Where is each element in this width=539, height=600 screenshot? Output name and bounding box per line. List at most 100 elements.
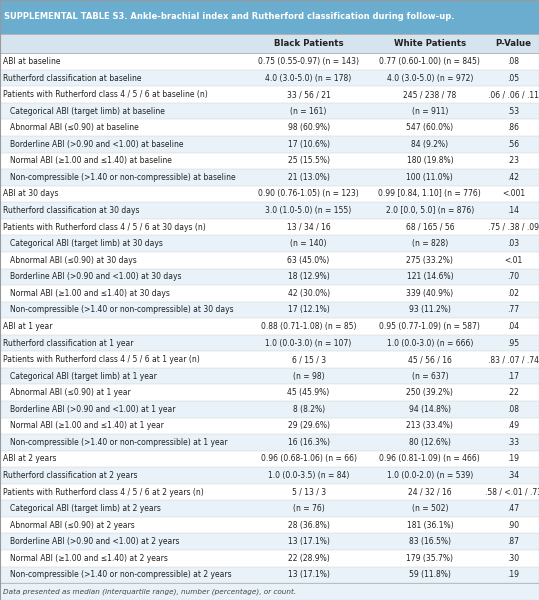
Bar (0, 517, 539, 533)
Text: .30: .30 (507, 554, 520, 563)
Text: .47: .47 (507, 504, 520, 513)
Text: 13 (17.1%): 13 (17.1%) (288, 571, 329, 580)
Text: .87: .87 (507, 537, 520, 546)
Text: 16 (16.3%): 16 (16.3%) (288, 438, 329, 447)
Text: 181 (36.1%): 181 (36.1%) (406, 521, 453, 530)
Text: Abnormal ABI (≤0.90) at 1 year: Abnormal ABI (≤0.90) at 1 year (10, 388, 130, 397)
Text: 180 (19.8%): 180 (19.8%) (406, 157, 453, 166)
Text: 213 (33.4%): 213 (33.4%) (406, 421, 453, 430)
Bar (0, 252, 539, 269)
Text: .83 / .07 / .74: .83 / .07 / .74 (488, 355, 539, 364)
Text: (n = 911): (n = 911) (412, 107, 448, 116)
Bar (0, 368, 539, 385)
Text: .58 / <.01 / .73: .58 / <.01 / .73 (485, 488, 539, 497)
Text: 339 (40.9%): 339 (40.9%) (406, 289, 453, 298)
Text: 33 / 56 / 21: 33 / 56 / 21 (287, 90, 330, 99)
Text: Patients with Rutherford class 4 / 5 / 6 at 30 days (n): Patients with Rutherford class 4 / 5 / 6… (3, 223, 206, 232)
Text: (n = 161): (n = 161) (291, 107, 327, 116)
Text: Categorical ABI (target limb) at 2 years: Categorical ABI (target limb) at 2 years (10, 504, 161, 513)
Text: Non-compressible (>1.40 or non-compressible) at 1 year: Non-compressible (>1.40 or non-compressi… (10, 438, 227, 447)
Text: 45 / 56 / 16: 45 / 56 / 16 (408, 355, 452, 364)
Text: 1.0 (0.0-3.0) (n = 107): 1.0 (0.0-3.0) (n = 107) (265, 338, 352, 347)
Text: .53: .53 (507, 107, 520, 116)
Text: .05: .05 (507, 74, 520, 83)
Bar (0, 500, 539, 517)
Text: (n = 502): (n = 502) (412, 504, 448, 513)
Text: Normal ABI (≥1.00 and ≤1.40) at 1 year: Normal ABI (≥1.00 and ≤1.40) at 1 year (10, 421, 163, 430)
Text: .86: .86 (507, 123, 520, 132)
Bar (0, 351, 539, 368)
Text: Rutherford classification at 30 days: Rutherford classification at 30 days (3, 206, 140, 215)
Text: White Patients: White Patients (394, 39, 466, 48)
Text: Rutherford classification at 1 year: Rutherford classification at 1 year (3, 338, 134, 347)
Bar (0, 0, 539, 34)
Bar (0, 86, 539, 103)
Text: Normal ABI (≥1.00 and ≤1.40) at 2 years: Normal ABI (≥1.00 and ≤1.40) at 2 years (10, 554, 168, 563)
Bar (0, 152, 539, 169)
Text: 1.0 (0.0-2.0) (n = 539): 1.0 (0.0-2.0) (n = 539) (386, 471, 473, 480)
Text: .77: .77 (507, 305, 520, 314)
Bar (0, 484, 539, 500)
Text: .56: .56 (507, 140, 520, 149)
Text: 22 (28.9%): 22 (28.9%) (288, 554, 329, 563)
Text: 275 (33.2%): 275 (33.2%) (406, 256, 453, 265)
Bar (0, 583, 539, 600)
Text: 2.0 [0.0, 5.0] (n = 876): 2.0 [0.0, 5.0] (n = 876) (386, 206, 474, 215)
Bar (0, 318, 539, 335)
Text: 547 (60.0%): 547 (60.0%) (406, 123, 453, 132)
Text: Categorical ABI (target limb) at 1 year: Categorical ABI (target limb) at 1 year (10, 371, 156, 380)
Bar (0, 186, 539, 202)
Text: .03: .03 (507, 239, 520, 248)
Text: 250 (39.2%): 250 (39.2%) (406, 388, 453, 397)
Bar (0, 169, 539, 186)
Text: Borderline ABI (>0.90 and <1.00) at 30 days: Borderline ABI (>0.90 and <1.00) at 30 d… (10, 272, 181, 281)
Bar (0, 34, 539, 53)
Bar (0, 385, 539, 401)
Text: Categorical ABI (target limb) at baseline: Categorical ABI (target limb) at baselin… (10, 107, 164, 116)
Text: .19: .19 (507, 454, 520, 463)
Text: Non-compressible (>1.40 or non-compressible) at 30 days: Non-compressible (>1.40 or non-compressi… (10, 305, 233, 314)
Text: 0.75 (0.55-0.97) (n = 143): 0.75 (0.55-0.97) (n = 143) (258, 57, 359, 66)
Text: .33: .33 (507, 438, 520, 447)
Text: ABI at 2 years: ABI at 2 years (3, 454, 57, 463)
Text: Patients with Rutherford class 4 / 5 / 6 at baseline (n): Patients with Rutherford class 4 / 5 / 6… (3, 90, 208, 99)
Text: ABI at 1 year: ABI at 1 year (3, 322, 53, 331)
Text: 21 (13.0%): 21 (13.0%) (288, 173, 329, 182)
Text: 0.95 (0.77-1.09) (n = 587): 0.95 (0.77-1.09) (n = 587) (379, 322, 480, 331)
Text: Black Patients: Black Patients (274, 39, 343, 48)
Text: 94 (14.8%): 94 (14.8%) (409, 405, 451, 414)
Text: .06 / .06 / .11: .06 / .06 / .11 (488, 90, 539, 99)
Text: Borderline ABI (>0.90 and <1.00) at 1 year: Borderline ABI (>0.90 and <1.00) at 1 ye… (10, 405, 175, 414)
Text: .02: .02 (507, 289, 520, 298)
Text: Patients with Rutherford class 4 / 5 / 6 at 1 year (n): Patients with Rutherford class 4 / 5 / 6… (3, 355, 200, 364)
Text: (n = 98): (n = 98) (293, 371, 324, 380)
Text: 18 (12.9%): 18 (12.9%) (288, 272, 329, 281)
Text: 25 (15.5%): 25 (15.5%) (288, 157, 329, 166)
Bar (0, 566, 539, 583)
Text: Patients with Rutherford class 4 / 5 / 6 at 2 years (n): Patients with Rutherford class 4 / 5 / 6… (3, 488, 204, 497)
Text: .90: .90 (507, 521, 520, 530)
Bar (0, 269, 539, 285)
Text: Non-compressible (>1.40 or non-compressible) at baseline: Non-compressible (>1.40 or non-compressi… (10, 173, 236, 182)
Text: .70: .70 (507, 272, 520, 281)
Bar (0, 335, 539, 351)
Text: .04: .04 (507, 322, 520, 331)
Text: .22: .22 (507, 388, 520, 397)
Text: 1.0 (0.0-3.0) (n = 666): 1.0 (0.0-3.0) (n = 666) (386, 338, 473, 347)
Text: 8 (8.2%): 8 (8.2%) (293, 405, 324, 414)
Text: 98 (60.9%): 98 (60.9%) (287, 123, 330, 132)
Text: Rutherford classification at baseline: Rutherford classification at baseline (3, 74, 142, 83)
Text: 24 / 32 / 16: 24 / 32 / 16 (408, 488, 452, 497)
Text: .34: .34 (507, 471, 520, 480)
Bar (0, 136, 539, 152)
Text: 63 (45.0%): 63 (45.0%) (287, 256, 330, 265)
Text: (n = 140): (n = 140) (291, 239, 327, 248)
Bar (0, 550, 539, 566)
Text: 93 (11.2%): 93 (11.2%) (409, 305, 451, 314)
Text: Abnormal ABI (≤0.90) at 2 years: Abnormal ABI (≤0.90) at 2 years (10, 521, 134, 530)
Text: ABI at 30 days: ABI at 30 days (3, 190, 59, 199)
Text: <.001: <.001 (502, 190, 525, 199)
Text: Non-compressible (>1.40 or non-compressible) at 2 years: Non-compressible (>1.40 or non-compressi… (10, 571, 231, 580)
Text: <.01: <.01 (505, 256, 522, 265)
Text: (n = 76): (n = 76) (293, 504, 324, 513)
